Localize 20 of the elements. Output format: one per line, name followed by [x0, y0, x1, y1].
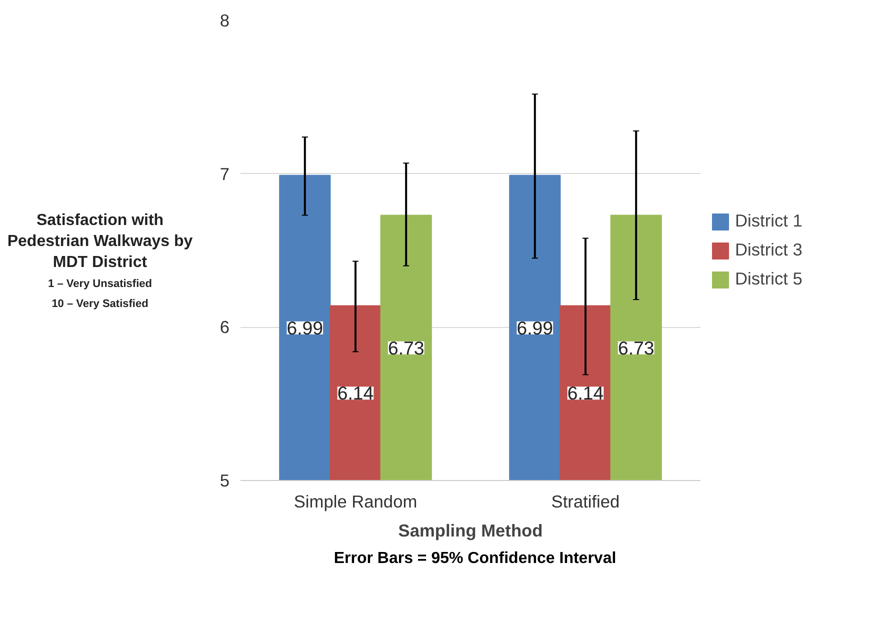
- legend-label: District 1: [735, 210, 802, 232]
- text: 1 – Very Unsatisfied: [47, 277, 153, 292]
- y-tick-label: 6: [220, 317, 230, 338]
- legend-label: District 5: [735, 268, 802, 290]
- data-label: 6.14: [337, 382, 374, 404]
- y-tick-label: 8: [220, 10, 230, 30]
- data-label: 6.99: [516, 317, 554, 338]
- x-axis-title: Sampling Method: [398, 520, 543, 540]
- text: 10 – Very Satisfied: [50, 296, 150, 312]
- data-label: 6.99: [286, 317, 324, 338]
- y-axis-title: Satisfaction with Pedestrian Walkways by MDT District: [6, 211, 194, 273]
- legend-label: District 3: [735, 240, 802, 260]
- y-tick-label: 7: [220, 164, 230, 184]
- data-label: 6.73: [618, 337, 654, 358]
- data-label: 6.73: [388, 337, 424, 358]
- text: Error Bars = 95% Confidence Interval: [332, 549, 618, 569]
- x-tick-label: Simple Random: [294, 492, 418, 512]
- y-tick-label: 5: [220, 470, 230, 490]
- x-tick-label: Stratified: [551, 492, 620, 512]
- data-label: 6.14: [567, 382, 604, 404]
